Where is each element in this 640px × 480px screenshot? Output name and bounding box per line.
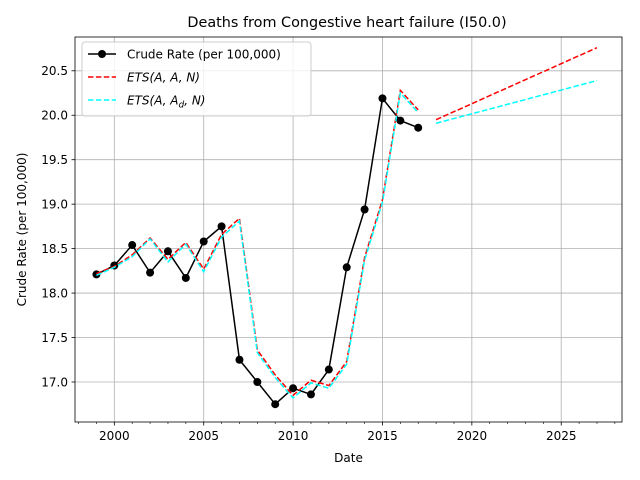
crude-rate-point — [360, 205, 369, 214]
y-tick-label: 17.5 — [41, 331, 68, 345]
y-tick-label: 17.0 — [41, 375, 68, 389]
y-tick-label: 20.0 — [41, 109, 68, 123]
crude-rate-point — [378, 94, 387, 103]
legend: Crude Rate (per 100,000) ETS(A, A, N) ETS(… — [81, 41, 312, 117]
y-tick-label: 18.5 — [41, 242, 68, 256]
crude-rate-point — [306, 390, 315, 399]
x-tick-label: 2015 — [367, 429, 398, 443]
crude-rate-point — [414, 123, 423, 132]
ets-aadn-fitted-line — [96, 91, 419, 400]
crude-rate-point — [396, 116, 405, 125]
legend-crude-rate-marker — [98, 50, 106, 58]
x-tick-label: 2020 — [457, 429, 488, 443]
legend-crude-rate-label: Crude Rate (per 100,000) — [127, 48, 281, 62]
y-tick-label: 19.0 — [41, 197, 68, 211]
ets-aan-forecast-line — [435, 46, 598, 121]
axes-frame — [74, 36, 623, 423]
x-tick-label: 2005 — [188, 429, 219, 443]
y-tick-label: 18.0 — [41, 286, 68, 300]
crude-rate-point — [146, 268, 155, 277]
ets-aadn-forecast-line — [435, 79, 598, 124]
crude-rate-point — [271, 400, 280, 409]
crude-rate-point — [128, 241, 137, 250]
x-axis-label: Date — [334, 451, 363, 465]
y-tick-label: 20.5 — [41, 64, 68, 78]
crude-rate-point — [324, 365, 333, 374]
crude-rate-point — [199, 237, 208, 246]
legend-ets-aan-label: ETS(A, A, N) — [127, 71, 200, 85]
legend-ets-aadn-label: ETS(A, Ad, N) — [127, 94, 206, 111]
crude-rate-point — [342, 263, 351, 272]
crude-rate-point — [253, 377, 262, 386]
y-axis-label: Crude Rate (per 100,000) — [15, 153, 29, 307]
y-tick-label: 19.5 — [41, 153, 68, 167]
x-tick-label: 2000 — [99, 429, 130, 443]
crude-rate-point — [289, 384, 298, 393]
crude-rate-point — [235, 355, 244, 364]
x-tick-label: 2010 — [278, 429, 309, 443]
crude-rate-point — [181, 273, 190, 282]
x-tick-label: 2025 — [546, 429, 577, 443]
legend-box — [81, 41, 312, 117]
chart-title: Deaths from Congestive heart failure (I5… — [187, 15, 506, 31]
crude-rate-point — [163, 247, 172, 256]
crude-rate-point — [217, 222, 226, 231]
